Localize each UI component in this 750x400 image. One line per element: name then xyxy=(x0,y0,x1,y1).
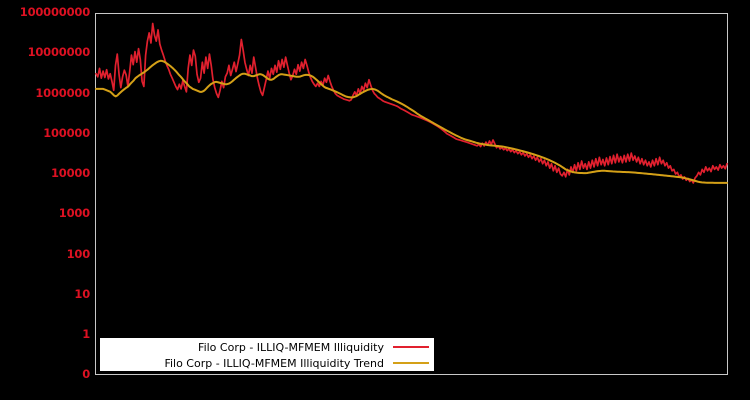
y-axis-tick-label: 10000 xyxy=(50,166,90,180)
plot-area-frame xyxy=(95,13,728,375)
legend-item-label: Filo Corp - ILLIQ-MFMEM Illiquidity Tren… xyxy=(164,356,384,370)
legend-item-illiquidity-trend[interactable]: Filo Corp - ILLIQ-MFMEM Illiquidity Tren… xyxy=(101,355,433,371)
y-axis-tick-label: 1 xyxy=(82,327,90,341)
y-axis-tick-label: 10 xyxy=(74,286,90,301)
y-axis-tick-labels: 100000000 10000000 1000000 100000 10000 1000 1… xyxy=(0,0,90,400)
series-line-illiquidity-trend xyxy=(95,59,728,184)
y-axis-tick-label: 100000 xyxy=(43,125,90,140)
legend-item-illiquidity[interactable]: Filo Corp - ILLIQ-MFMEM Illiquidity xyxy=(101,339,433,355)
y-axis-tick-label: 1000000 xyxy=(35,85,90,100)
chart-legend[interactable]: Filo Corp - ILLIQ-MFMEM Illiquidity Filo… xyxy=(100,338,434,371)
y-axis-tick-label: 100 xyxy=(66,246,91,261)
y-axis-tick-label: 0 xyxy=(82,367,90,381)
y-axis-tick-label: 10000000 xyxy=(27,45,91,60)
series-line-illiquidity xyxy=(95,22,728,184)
legend-swatch-illiquidity xyxy=(393,346,429,348)
y-axis-tick-label: 1000 xyxy=(58,206,90,221)
y-axis-tick-label: 100000000 xyxy=(19,5,90,19)
legend-swatch-illiquidity-trend xyxy=(393,362,429,364)
legend-item-label: Filo Corp - ILLIQ-MFMEM Illiquidity xyxy=(198,340,384,354)
